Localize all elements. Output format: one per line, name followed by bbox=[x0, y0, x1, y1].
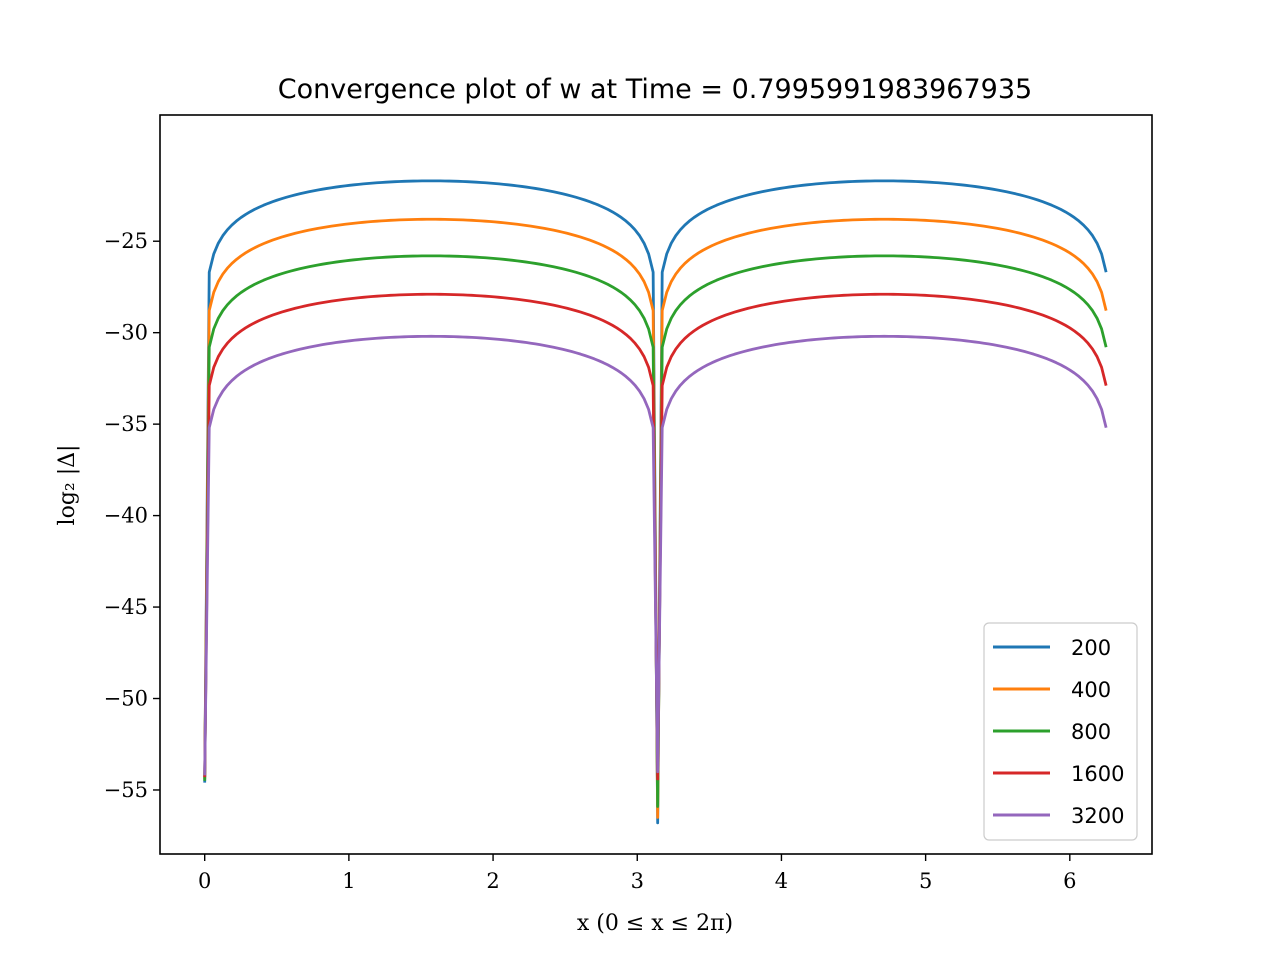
y-tick-label: −40 bbox=[104, 504, 148, 528]
y-axis-label: log₂ |Δ| bbox=[55, 445, 80, 526]
chart-title: Convergence plot of w at Time = 0.799599… bbox=[278, 74, 1032, 105]
y-tick-label: −35 bbox=[104, 412, 148, 436]
legend-items: 200 400 800 1600 3200 bbox=[993, 636, 1124, 828]
y-tick-label: −25 bbox=[104, 229, 148, 253]
plot-frame bbox=[159, 114, 1153, 855]
y-axis-ticks: −25 −30 −35 −40 −45 −50 −55 bbox=[104, 229, 160, 802]
y-tick-label: −45 bbox=[104, 595, 148, 619]
x-tick-label: 3 bbox=[631, 869, 644, 893]
x-axis-ticks: 0 1 2 3 4 5 6 bbox=[198, 854, 1077, 893]
legend-box bbox=[983, 622, 1138, 841]
series-line-3200 bbox=[203, 334, 1108, 776]
y-tick-label: −30 bbox=[104, 321, 148, 345]
y-tick-label: −55 bbox=[104, 778, 148, 802]
x-tick-label: 0 bbox=[198, 869, 211, 893]
legend-label-800: 800 bbox=[1071, 720, 1111, 744]
legend-label-400: 400 bbox=[1071, 678, 1111, 702]
x-axis-label: x (0 ≤ x ≤ 2π) bbox=[577, 911, 733, 936]
legend-label-3200: 3200 bbox=[1071, 804, 1124, 828]
legend-label-1600: 1600 bbox=[1071, 762, 1124, 786]
legend: 200 400 800 1600 3200 bbox=[983, 622, 1138, 841]
x-tick-label: 1 bbox=[342, 869, 355, 893]
x-tick-label: 5 bbox=[919, 869, 932, 893]
x-tick-label: 6 bbox=[1063, 869, 1076, 893]
x-tick-label: 4 bbox=[775, 869, 788, 893]
x-tick-label: 2 bbox=[486, 869, 499, 893]
plot-lines bbox=[203, 179, 1108, 825]
y-tick-label: −50 bbox=[104, 687, 148, 711]
legend-label-200: 200 bbox=[1071, 636, 1111, 660]
